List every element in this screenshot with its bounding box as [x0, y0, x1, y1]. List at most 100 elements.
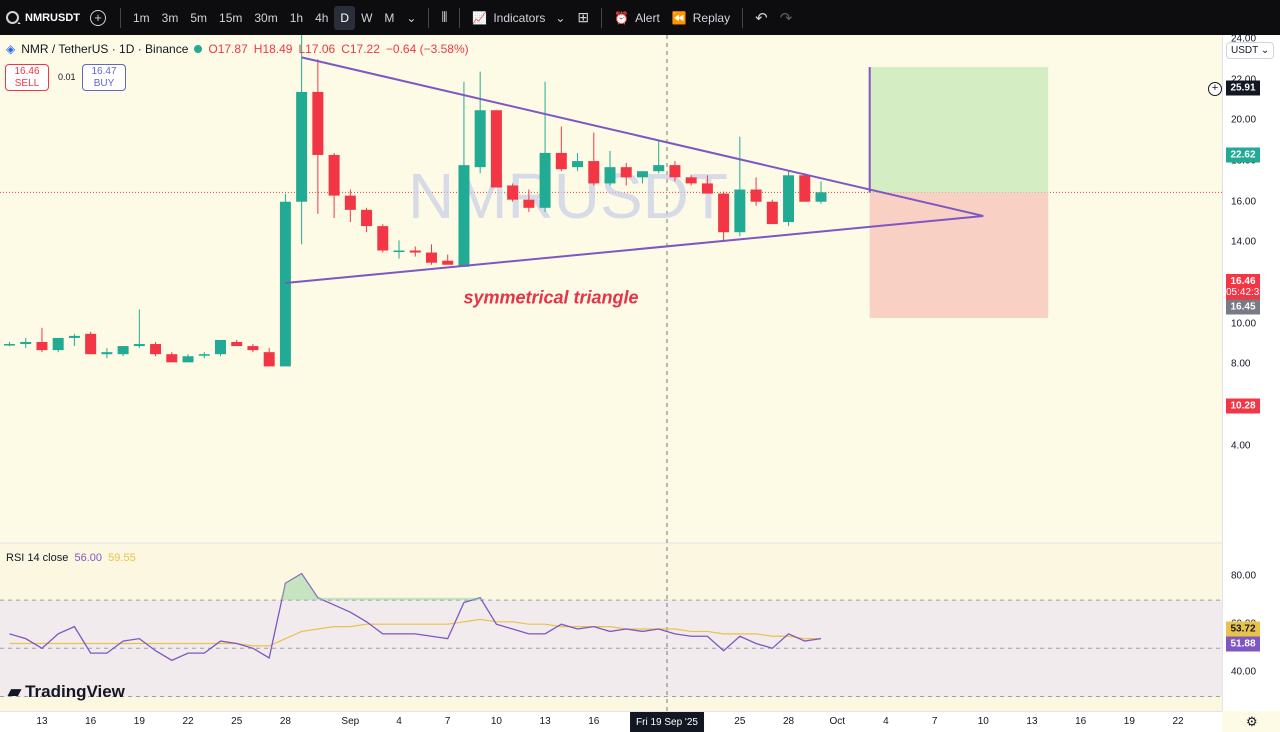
stop-price-tag: 10.28: [1226, 398, 1260, 414]
entry-price-tag: 16.45: [1226, 299, 1260, 315]
candle-body: [588, 161, 600, 184]
legend-high: H18.49: [253, 42, 293, 56]
rsi-tick: 40.00: [1231, 666, 1257, 678]
price-tick: 8.00: [1231, 358, 1251, 370]
interval-3m[interactable]: 3m: [161, 10, 179, 25]
price-tick: 14.00: [1231, 236, 1257, 248]
date-tick: 16: [1075, 716, 1087, 727]
candle-body: [36, 341, 48, 351]
alert-button[interactable]: ⏰ Alert: [608, 6, 666, 30]
chart-type-icon[interactable]: ⫴: [441, 9, 448, 25]
interval-4h[interactable]: 4h: [315, 10, 329, 25]
price-axis[interactable]: 40.0060.0080.004.006.008.0010.0012.0014.…: [1222, 33, 1280, 711]
candle-body: [718, 193, 730, 233]
candle-body: [101, 352, 113, 355]
candle-body: [636, 171, 648, 178]
rsi-overbought-fill: [280, 573, 487, 601]
date-tick: 7: [931, 716, 938, 727]
date-tick: 28: [782, 716, 795, 727]
alert-label: Alert: [635, 10, 660, 25]
candle-body: [701, 183, 713, 194]
candle-body: [799, 175, 811, 202]
sell-button[interactable]: 16.46 SELL: [5, 64, 49, 91]
interval-1m[interactable]: 1m: [133, 10, 150, 25]
triangle-lower-line: [285, 214, 984, 285]
price-tick: 20.00: [1231, 114, 1257, 126]
legend-low: L17.06: [298, 42, 336, 56]
candle-body: [312, 91, 324, 155]
candle-body: [685, 177, 697, 184]
replay-button[interactable]: ⏪ Replay: [666, 6, 736, 30]
candle-body: [68, 335, 80, 338]
candle-body: [166, 354, 178, 363]
date-tick: 19: [133, 716, 145, 727]
currency-selector[interactable]: USDT ⌄: [1226, 42, 1275, 59]
interval-dropdown-icon[interactable]: ⌄: [406, 10, 417, 25]
price-tick: 24.00: [1231, 33, 1257, 45]
rsi-value-tag: 51.88: [1226, 636, 1260, 652]
buy-button[interactable]: 16.47 BUY: [82, 64, 126, 91]
candle-body: [20, 341, 32, 345]
rsi-ma-value: 59.55: [108, 552, 136, 564]
candle-body: [214, 339, 226, 355]
interval-m[interactable]: M: [384, 10, 395, 25]
candle-body: [815, 192, 827, 202]
triangle-upper-line: [301, 56, 984, 217]
price-tick: 10.00: [1231, 318, 1257, 330]
rsi-value: 56.00: [74, 552, 103, 564]
interval-15m[interactable]: 15m: [219, 10, 243, 25]
candle-body: [669, 165, 681, 178]
bar-countdown: 05:42:35: [1226, 287, 1265, 298]
compare-add-icon[interactable]: +: [90, 9, 106, 26]
top-toolbar: NMRUSDT + 1m 3m 5m 15m 30m 1h 4h D W M ⌄ ⫴ 📈 Indic…: [0, 0, 1280, 35]
date-tick: 16: [85, 716, 97, 727]
interval-5m[interactable]: 5m: [190, 10, 208, 25]
candle-body: [572, 161, 584, 168]
interval-d[interactable]: D: [334, 5, 356, 30]
date-tick: 25: [734, 716, 746, 727]
tradingview-logo: ▰ TradingView: [8, 682, 125, 702]
triangle-annotation: symmetrical triangle: [463, 287, 638, 307]
indicators-dropdown-icon: ⌄: [555, 10, 566, 25]
interval-30m[interactable]: 30m: [254, 10, 278, 25]
candle-body: [539, 152, 551, 208]
candle-body: [393, 250, 405, 253]
search-icon: [6, 11, 19, 24]
add-price-alert-icon[interactable]: +: [1208, 82, 1222, 96]
legend-title: NMR / TetherUS · 1D · Binance: [21, 42, 189, 56]
time-axis[interactable]: 221916131074Oct28252216131074Sep28252219…: [0, 711, 1258, 732]
candle-body: [198, 354, 210, 356]
buy-label: BUY: [93, 78, 115, 89]
target-zone: [869, 67, 1049, 193]
crosshair-price-tag: 25.91: [1226, 80, 1260, 96]
candle-body: [296, 91, 308, 202]
rsi-ma-tag: 53.72: [1226, 621, 1260, 637]
tv-mark-icon: ▰: [8, 682, 22, 701]
candle-body: [458, 165, 470, 267]
date-tick: 4: [883, 716, 889, 727]
date-tick: 7: [444, 716, 451, 727]
buy-price: 16.47: [91, 66, 117, 77]
settings-gear-icon[interactable]: ⚙: [1246, 714, 1258, 729]
indicators-button[interactable]: 📈 Indicators ⌄: [466, 6, 571, 30]
legend-open: O17.87: [208, 42, 248, 56]
rsi-tick: 80.00: [1231, 570, 1257, 582]
candle-body: [442, 260, 454, 265]
candle-body: [409, 250, 421, 253]
crosshair-date: Fri 19 Sep '25: [630, 712, 704, 732]
sell-label: SELL: [14, 78, 40, 89]
rsi-label: RSI 14 close: [6, 552, 69, 564]
symbol-search[interactable]: NMRUSDT: [0, 11, 82, 24]
sell-price: 16.46: [14, 66, 40, 77]
interval-group: 1m 3m 5m 15m 30m 1h 4h D W M: [127, 5, 400, 30]
date-tick: 25: [231, 716, 243, 727]
redo-icon[interactable]: ↷: [779, 9, 793, 27]
candle-body: [247, 346, 259, 351]
candle-body: [361, 209, 373, 227]
interval-1h[interactable]: 1h: [289, 10, 304, 25]
date-tick: 4: [396, 716, 402, 727]
layouts-grid-icon[interactable]: ⊞: [577, 9, 590, 25]
undo-icon[interactable]: ↶: [755, 9, 768, 27]
interval-w[interactable]: W: [361, 10, 373, 25]
